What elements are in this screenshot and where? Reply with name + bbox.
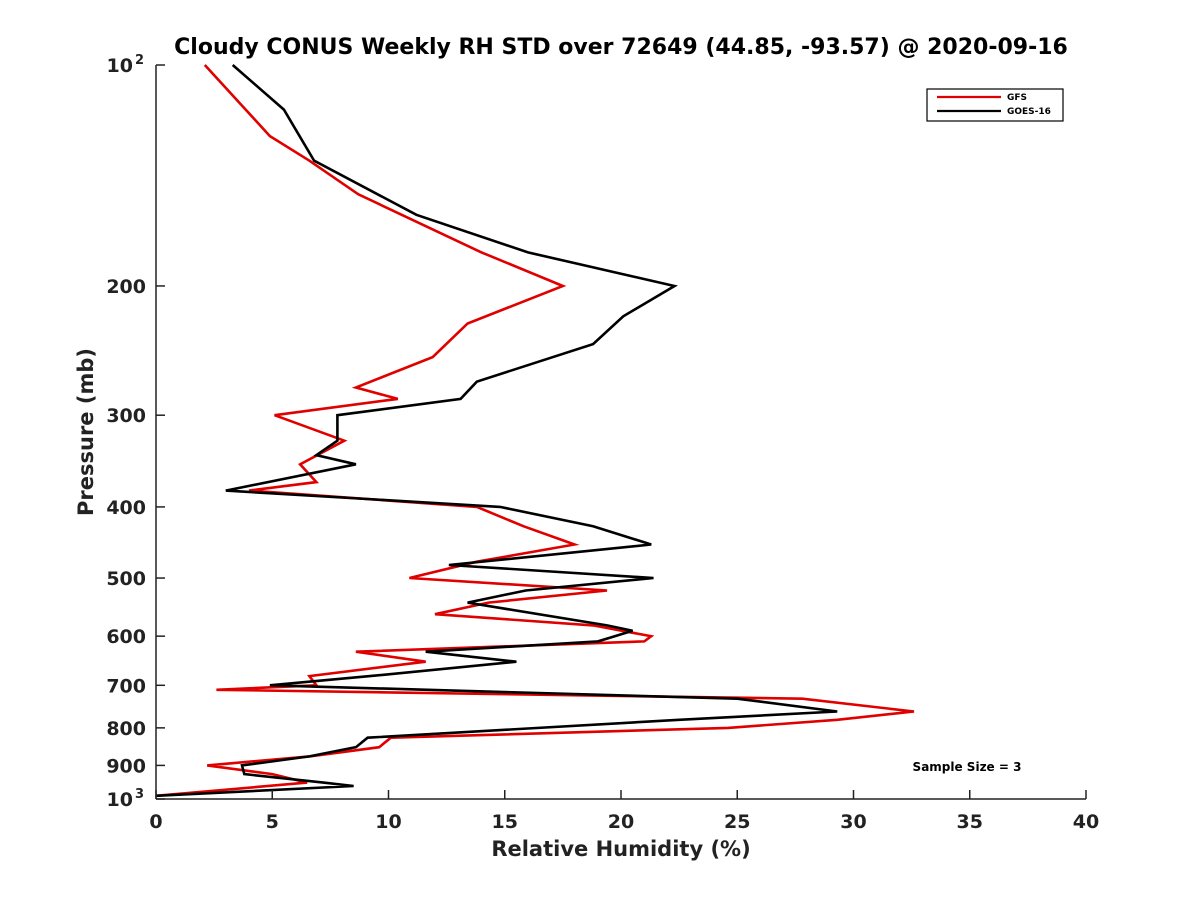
x-ticks: 0 5 10 15 20 25 30 35 40 bbox=[149, 790, 1099, 833]
y-tick-label: 300 bbox=[106, 405, 146, 427]
legend-box bbox=[926, 88, 1064, 122]
y-axis-label: Pressure (mb) bbox=[74, 348, 98, 516]
legend-label-goes16: GOES-16 bbox=[1007, 107, 1051, 117]
x-tick-label: 10 bbox=[375, 811, 401, 833]
x-tick-label: 5 bbox=[266, 811, 279, 833]
legend: GFS GOES-16 bbox=[926, 88, 1064, 122]
x-tick-label: 40 bbox=[1073, 811, 1099, 833]
y-tick-label: 400 bbox=[106, 497, 146, 519]
legend-label-gfs: GFS bbox=[1007, 93, 1027, 103]
y-tick-label: 200 bbox=[106, 276, 146, 298]
x-tick-label: 15 bbox=[492, 811, 518, 833]
chart-title: Cloudy CONUS Weekly RH STD over 72649 (4… bbox=[174, 35, 1068, 60]
sample-size-annotation: Sample Size = 3 bbox=[913, 760, 1022, 774]
x-tick-label: 25 bbox=[724, 811, 750, 833]
y-tick-label: 800 bbox=[106, 718, 146, 740]
y-tick-exponent: 3 bbox=[135, 787, 144, 802]
x-tick-label: 30 bbox=[840, 811, 866, 833]
x-tick-label: 0 bbox=[149, 811, 162, 833]
x-tick-label: 35 bbox=[957, 811, 983, 833]
y-tick-label: 500 bbox=[106, 568, 146, 590]
x-tick-label: 20 bbox=[608, 811, 634, 833]
y-tick-label: 10 bbox=[107, 789, 133, 811]
y-tick-label: 10 bbox=[107, 55, 133, 77]
plot-area bbox=[156, 65, 1086, 799]
series-layer bbox=[155, 64, 915, 798]
y-tick-label: 600 bbox=[106, 626, 146, 648]
y-tick-label: 900 bbox=[106, 755, 146, 777]
series-line-goes16 bbox=[155, 64, 838, 798]
y-tick-label: 700 bbox=[106, 675, 146, 697]
y-tick-exponent: 2 bbox=[135, 53, 144, 68]
x-axis-label: Relative Humidity (%) bbox=[491, 837, 750, 861]
series-line-gfs bbox=[155, 64, 915, 798]
